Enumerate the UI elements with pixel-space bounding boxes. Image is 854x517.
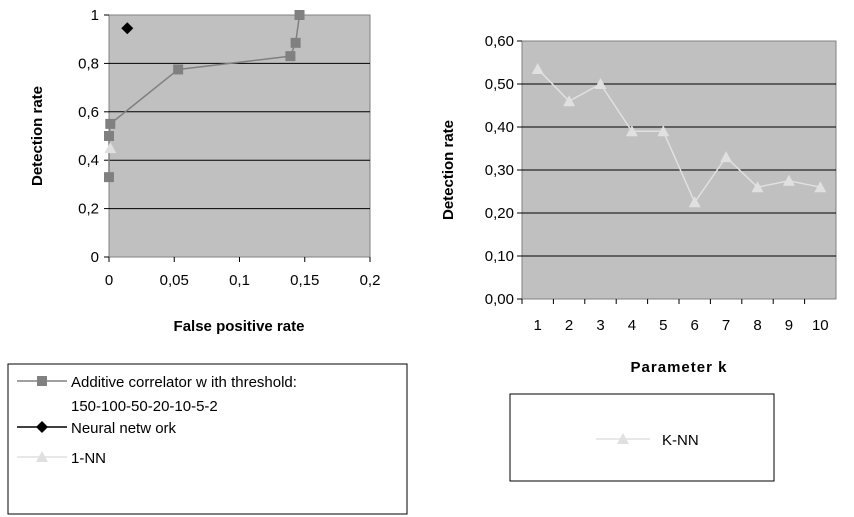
chart-left: 0 0,2 0,4 0,6 0,8 1 0 0,05 0,1 0,15 0,2 False pos… xyxy=(7,7,408,515)
y-tick-label: 0,2 xyxy=(78,201,99,218)
x-tick-label: 0,2 xyxy=(360,272,381,289)
y-tick-label: 0,40 xyxy=(485,119,514,136)
x-tick-label: 4 xyxy=(628,317,636,334)
legend-label: Neural netw ork xyxy=(71,420,177,437)
gridlines-right xyxy=(522,83,836,257)
data-point xyxy=(294,10,305,20)
y-tick-label: 0,6 xyxy=(78,104,99,121)
x-tick-label: 9 xyxy=(785,317,793,334)
data-point xyxy=(290,37,301,48)
legend-label: 1-NN xyxy=(71,450,106,467)
data-point xyxy=(688,196,701,208)
data-point xyxy=(814,181,827,193)
chart-right: 0,00 0,10 0,20 0,30 0,40 0,50 0,60 1 2 3 4 5 6 7 8 9 10… xyxy=(440,33,837,482)
legend-label: K-NN xyxy=(662,432,699,449)
x-tick-label: 0,1 xyxy=(229,272,250,289)
y-tick-label: 0,8 xyxy=(78,55,99,72)
data-point xyxy=(625,125,638,137)
x-tick-label: 8 xyxy=(753,317,761,334)
y-tick-label: 0 xyxy=(91,249,99,266)
y-axis-title-left: Detection rate xyxy=(29,86,46,186)
gridlines-left xyxy=(109,62,370,210)
x-ticks-left: 0 0,05 0,1 0,15 0,2 xyxy=(105,257,381,289)
legend-key-marker xyxy=(36,421,48,433)
legend-right: K-NN xyxy=(509,393,775,482)
data-point xyxy=(594,78,607,89)
y-ticks-left: 0 0,2 0,4 0,6 0,8 1 xyxy=(78,7,109,266)
y-tick-label: 0,20 xyxy=(485,205,514,222)
data-point xyxy=(173,64,184,75)
series-left xyxy=(104,10,305,183)
x-tick-label: 0 xyxy=(105,272,113,289)
x-axis-title-right: Parameter k xyxy=(631,359,728,376)
data-point xyxy=(104,131,114,141)
series-line xyxy=(537,68,821,204)
y-tick-label: 0,60 xyxy=(485,33,514,50)
x-tick-label: 5 xyxy=(659,317,667,334)
legend-box-left xyxy=(7,363,408,515)
data-point xyxy=(104,142,117,154)
data-point xyxy=(121,22,134,35)
data-point xyxy=(782,174,795,186)
data-point xyxy=(563,95,576,107)
x-tick-label: 0,15 xyxy=(290,272,319,289)
data-point xyxy=(720,151,733,163)
x-tick-label: 7 xyxy=(722,317,730,334)
y-tick-label: 0,4 xyxy=(78,152,99,169)
legend-items-left: Additive correlator w ith threshold: 150-… xyxy=(17,374,297,467)
legend-key-marker xyxy=(617,433,629,444)
data-point xyxy=(285,51,296,62)
data-point xyxy=(104,172,114,183)
x-ticks-right: 1 2 3 4 5 6 7 8 9 10 xyxy=(521,299,829,334)
data-point xyxy=(751,181,764,193)
y-ticks-right: 0,00 0,10 0,20 0,30 0,40 0,50 0,60 xyxy=(485,33,522,308)
legend-items-right: K-NN xyxy=(596,432,699,449)
y-tick-label: 0,30 xyxy=(485,162,514,179)
plot-area-left xyxy=(108,14,371,258)
legend-box-right xyxy=(509,393,775,482)
x-axis-title-left: False positive rate xyxy=(174,318,305,335)
x-tick-label: 0,05 xyxy=(160,272,189,289)
y-tick-label: 1 xyxy=(91,7,99,24)
data-point xyxy=(531,62,544,74)
x-tick-label: 1 xyxy=(534,317,542,334)
y-tick-label: 0,10 xyxy=(485,248,514,265)
legend-left: Additive correlator w ith threshold: 150-… xyxy=(7,363,408,515)
y-tick-label: 0,00 xyxy=(485,291,514,308)
y-axis-title-right: Detection rate xyxy=(440,120,457,220)
data-point xyxy=(657,125,670,137)
legend-label: 150-100-50-20-10-5-2 xyxy=(71,398,218,415)
x-tick-label: 6 xyxy=(691,317,699,334)
legend-label: Additive correlator w ith threshold: xyxy=(71,374,297,391)
x-tick-label: 10 xyxy=(812,317,829,334)
x-tick-label: 2 xyxy=(565,317,573,334)
x-tick-label: 3 xyxy=(596,317,604,334)
data-point xyxy=(105,118,116,129)
legend-key-marker xyxy=(36,451,48,462)
series-right xyxy=(531,62,827,208)
y-tick-label: 0,50 xyxy=(485,76,514,93)
legend-key-marker xyxy=(37,376,47,386)
